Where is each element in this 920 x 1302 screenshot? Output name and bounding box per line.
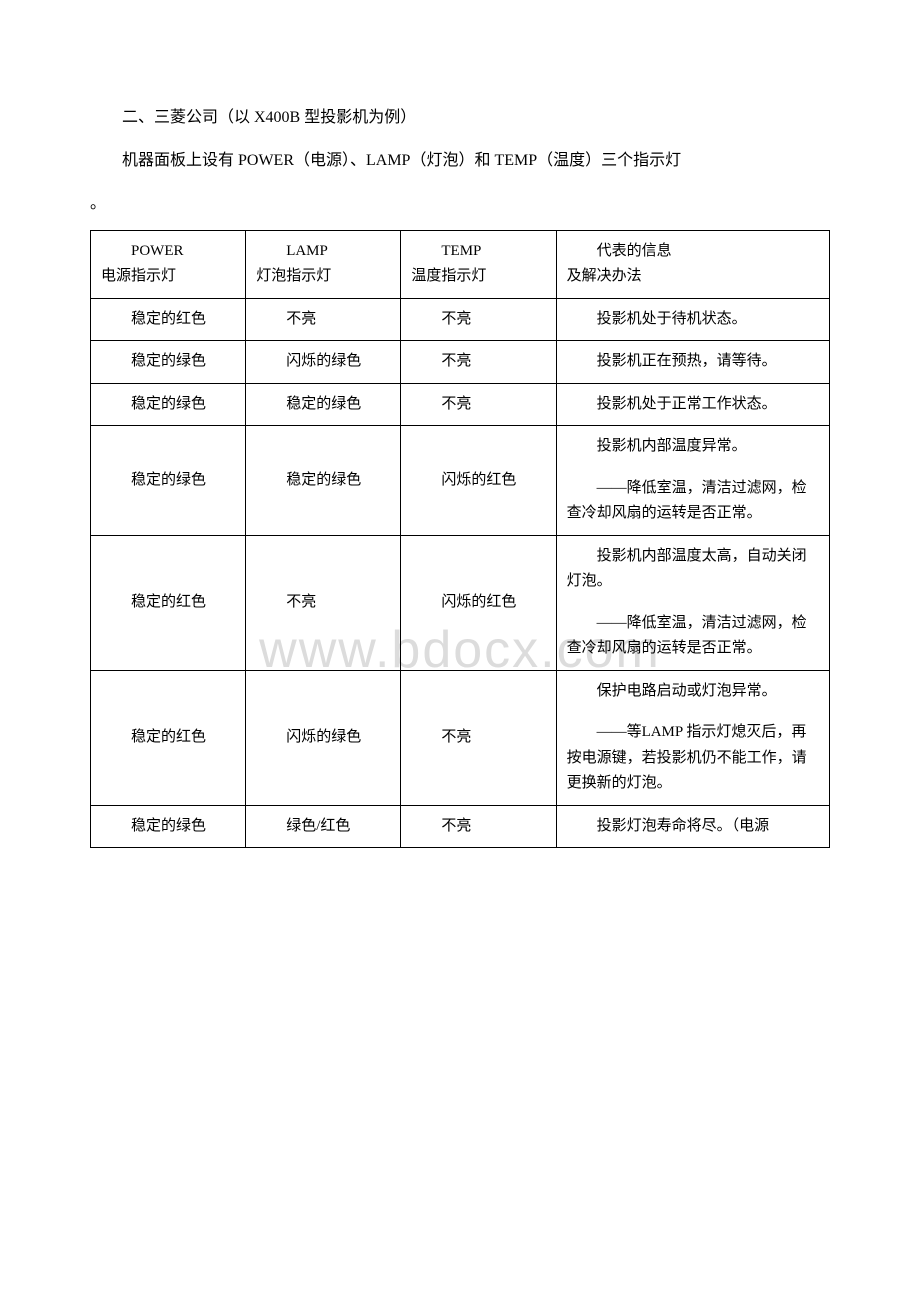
cell-temp: 不亮	[401, 805, 556, 848]
table-row: 稳定的红色 闪烁的绿色 不亮 保护电路启动或灯泡异常。 ——等LAMP 指示灯熄…	[91, 670, 830, 805]
cell-lamp: 绿色/红色	[246, 805, 401, 848]
cell-info: 投影机内部温度异常。 ——降低室温，清洁过滤网，检查冷却风扇的运转是否正常。	[556, 426, 829, 536]
cell-power: 稳定的红色	[91, 535, 246, 670]
cell-lamp: 稳定的绿色	[246, 383, 401, 426]
table-row: 稳定的绿色 稳定的绿色 闪烁的红色 投影机内部温度异常。 ——降低室温，清洁过滤…	[91, 426, 830, 536]
cell-info: 投影灯泡寿命将尽。（电源	[556, 805, 829, 848]
header-power: POWER 电源指示灯	[91, 230, 246, 298]
cell-power: 稳定的绿色	[91, 383, 246, 426]
cell-temp: 不亮	[401, 383, 556, 426]
cell-power: 稳定的绿色	[91, 805, 246, 848]
header-info-line2: 及解决办法	[567, 264, 819, 290]
table-row: 稳定的红色 不亮 闪烁的红色 投影机内部温度太高，自动关闭灯泡。 ——降低室温，…	[91, 535, 830, 670]
cell-temp: 闪烁的红色	[401, 426, 556, 536]
cell-info: 投影机正在预热，请等待。	[556, 341, 829, 384]
cell-lamp: 不亮	[246, 535, 401, 670]
table-header-row: POWER 电源指示灯 LAMP 灯泡指示灯 TEMP 温度指示灯 代表的信息 …	[91, 230, 830, 298]
intro-description-1: 机器面板上设有 POWER（电源）、LAMP（灯泡）和 TEMP（温度）三个指示…	[90, 143, 830, 178]
cell-power: 稳定的红色	[91, 298, 246, 341]
table-row: 稳定的绿色 闪烁的绿色 不亮 投影机正在预热，请等待。	[91, 341, 830, 384]
cell-lamp: 稳定的绿色	[246, 426, 401, 536]
cell-temp: 闪烁的红色	[401, 535, 556, 670]
intro-heading: 二、三菱公司（以 X400B 型投影机为例）	[90, 100, 830, 135]
indicator-table: POWER 电源指示灯 LAMP 灯泡指示灯 TEMP 温度指示灯 代表的信息 …	[90, 230, 830, 849]
document-content: 二、三菱公司（以 X400B 型投影机为例） 机器面板上设有 POWER（电源）…	[90, 100, 830, 848]
cell-info: 投影机内部温度太高，自动关闭灯泡。 ——降低室温，清洁过滤网，检查冷却风扇的运转…	[556, 535, 829, 670]
intro-description-2: 。	[90, 186, 830, 221]
table-row: 稳定的红色 不亮 不亮 投影机处于待机状态。	[91, 298, 830, 341]
cell-lamp: 不亮	[246, 298, 401, 341]
cell-info: 保护电路启动或灯泡异常。 ——等LAMP 指示灯熄灭后，再按电源键，若投影机仍不…	[556, 670, 829, 805]
cell-power: 稳定的绿色	[91, 341, 246, 384]
header-info-line1: 代表的信息	[567, 239, 819, 265]
header-temp-zh: 温度指示灯	[411, 264, 545, 290]
cell-info: 投影机处于待机状态。	[556, 298, 829, 341]
table-row: 稳定的绿色 稳定的绿色 不亮 投影机处于正常工作状态。	[91, 383, 830, 426]
header-info: 代表的信息 及解决办法	[556, 230, 829, 298]
header-lamp-zh: 灯泡指示灯	[256, 264, 390, 290]
cell-lamp: 闪烁的绿色	[246, 670, 401, 805]
header-lamp: LAMP 灯泡指示灯	[246, 230, 401, 298]
cell-temp: 不亮	[401, 670, 556, 805]
cell-lamp: 闪烁的绿色	[246, 341, 401, 384]
header-temp-en: TEMP	[411, 239, 545, 265]
header-power-zh: 电源指示灯	[101, 264, 235, 290]
cell-power: 稳定的红色	[91, 670, 246, 805]
cell-info: 投影机处于正常工作状态。	[556, 383, 829, 426]
header-power-en: POWER	[101, 239, 235, 265]
table-row: 稳定的绿色 绿色/红色 不亮 投影灯泡寿命将尽。（电源	[91, 805, 830, 848]
cell-temp: 不亮	[401, 341, 556, 384]
cell-temp: 不亮	[401, 298, 556, 341]
header-temp: TEMP 温度指示灯	[401, 230, 556, 298]
header-lamp-en: LAMP	[256, 239, 390, 265]
cell-power: 稳定的绿色	[91, 426, 246, 536]
